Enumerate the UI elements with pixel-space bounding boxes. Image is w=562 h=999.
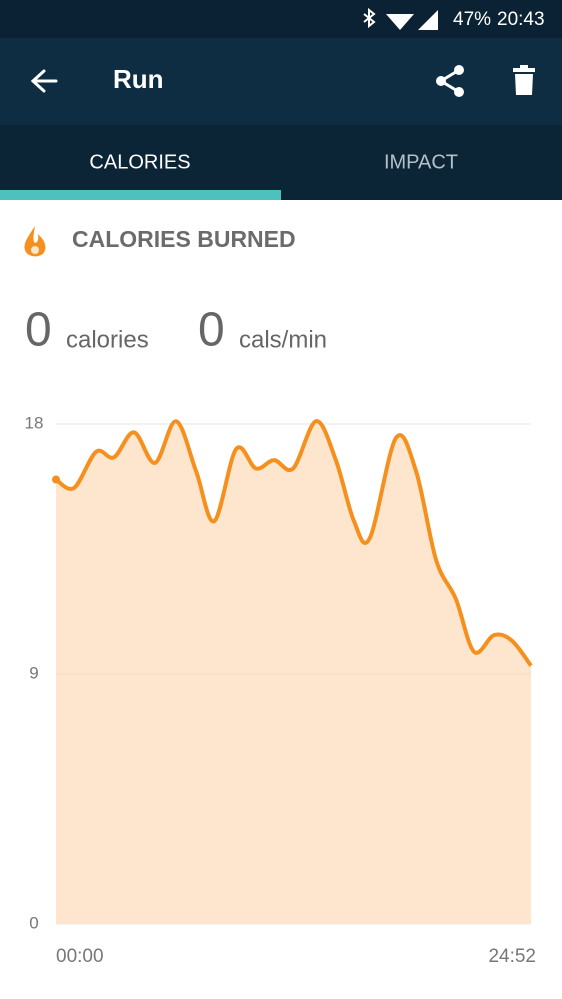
app-bar <box>0 38 562 125</box>
trash-handle <box>520 65 528 69</box>
area <box>56 421 531 924</box>
stat-value: 0 <box>198 304 225 357</box>
status-bar <box>0 0 562 38</box>
share-dot <box>454 65 464 75</box>
share-button[interactable] <box>436 65 464 97</box>
screen-title: Run <box>113 64 164 94</box>
stat-unit: calories <box>66 326 149 353</box>
y-tick-label: 0 <box>29 913 38 932</box>
battery-text: 47% <box>453 9 491 30</box>
back-arrow <box>30 69 58 93</box>
bluetooth-icon <box>363 7 376 29</box>
line <box>54 419 533 667</box>
delete-button[interactable] <box>513 65 535 95</box>
y-tick-label: 18 <box>25 413 44 432</box>
section-title: CALORIES BURNED <box>72 226 296 252</box>
clock: 20:43 <box>497 9 545 30</box>
share-dot <box>436 76 446 86</box>
impact-tab[interactable]: IMPACT <box>384 151 458 173</box>
share-dot <box>454 87 464 97</box>
tab-indicator <box>0 190 281 200</box>
x-tick-label: 00:00 <box>56 946 104 967</box>
calories-tab[interactable]: CALORIES <box>89 151 190 173</box>
stat-value: 0 <box>25 304 52 357</box>
wifi-icon <box>386 14 414 30</box>
tab-label: IMPACT <box>384 151 458 173</box>
chart: 0 9 18 00:00 24:52 <box>25 413 536 967</box>
stat-unit: cals/min <box>239 326 327 353</box>
flame-core <box>31 246 39 254</box>
tab-bar <box>0 125 562 200</box>
trash-body <box>515 74 533 95</box>
signal-icon <box>418 10 438 30</box>
y-tick-label: 9 <box>29 663 38 682</box>
back-button[interactable] <box>30 69 58 93</box>
tab-label: CALORIES <box>89 151 190 173</box>
start-point <box>52 475 60 484</box>
x-tick-label: 24:52 <box>488 946 536 967</box>
flame-icon <box>24 226 46 257</box>
trash-lid <box>513 68 535 72</box>
